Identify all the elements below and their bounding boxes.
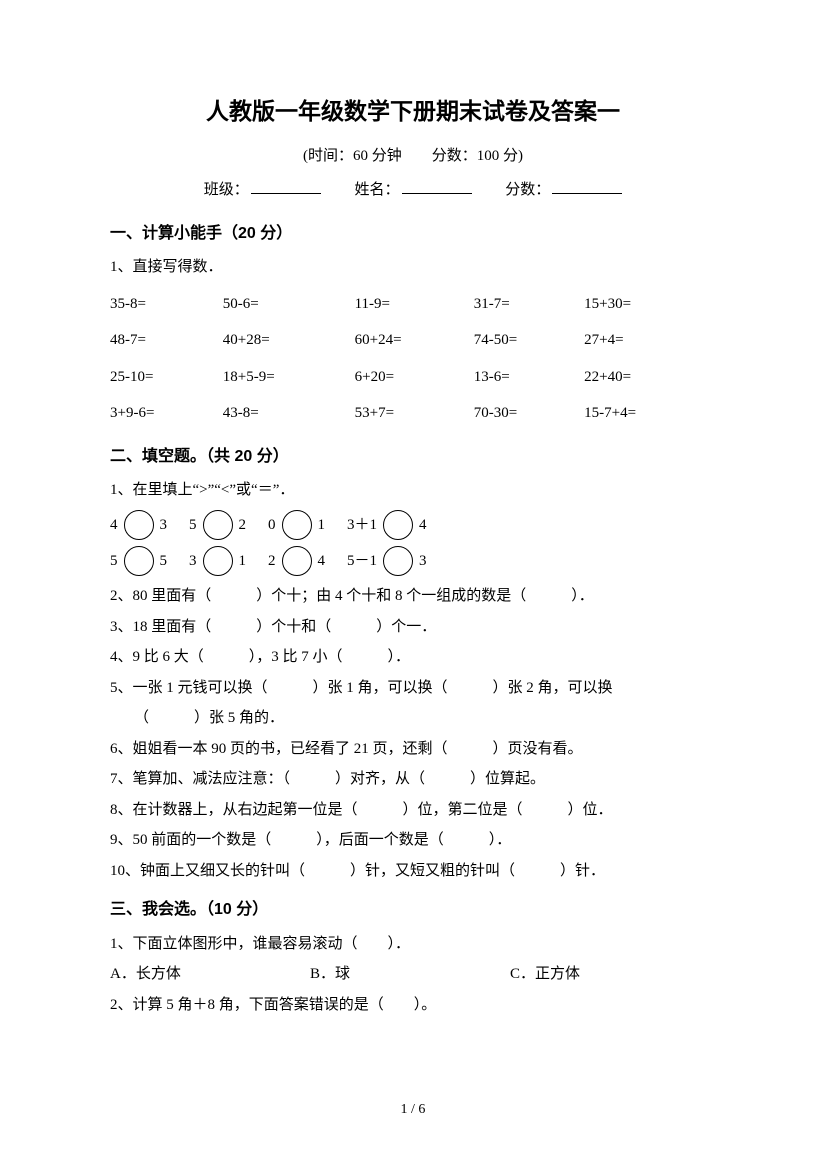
compare-item: 01 [268, 510, 325, 540]
opt-b: B．球 [310, 960, 510, 989]
compare-right: 4 [318, 547, 326, 576]
compare-right: 1 [318, 511, 326, 540]
calc-cell: 74-50= [474, 322, 584, 359]
opt-a: A．长方体 [110, 960, 310, 989]
calc-cell: 3+9-6= [110, 395, 223, 432]
compare-circle[interactable] [124, 510, 154, 540]
calc-cell: 27+4= [584, 322, 716, 359]
calc-row: 48-7=40+28=60+24=74-50=27+4= [110, 322, 716, 359]
calc-table: 35-8=50-6=11-9=31-7=15+30=48-7=40+28=60+… [110, 286, 716, 432]
calc-cell: 50-6= [223, 286, 355, 323]
compare-left: 3 [189, 547, 197, 576]
section-3-header: 三、我会选。（10 分） [110, 895, 716, 925]
compare-right: 2 [239, 511, 247, 540]
class-blank[interactable] [251, 179, 321, 194]
compare-item: 3＋1 4 [347, 510, 427, 540]
calc-cell: 60+24= [355, 322, 474, 359]
calc-cell: 70-30= [474, 395, 584, 432]
s2-q10: 10、钟面上又细又长的针叫（ ）针，又短又粗的针叫（ ）针． [110, 857, 716, 886]
compare-right: 1 [239, 547, 247, 576]
compare-left: 5－1 [347, 547, 377, 576]
section-2-header: 二、填空题。（共 20 分） [110, 442, 716, 472]
s2-q7: 7、笔算加、减法应注意：（ ）对齐，从（ ）位算起。 [110, 765, 716, 794]
compare-left: 0 [268, 511, 276, 540]
compare-circle[interactable] [203, 546, 233, 576]
info-line: 班级： 姓名： 分数： [110, 176, 716, 205]
calc-cell: 15-7+4= [584, 395, 716, 432]
page-number: 1 / 6 [0, 1097, 826, 1124]
s3-q1-options: A．长方体 B．球 C．正方体 [110, 960, 716, 989]
compare-item: 52 [189, 510, 246, 540]
calc-cell: 18+5-9= [223, 359, 355, 396]
compare-item: 31 [189, 546, 246, 576]
score-label: 分数： [505, 182, 550, 198]
score-blank[interactable] [552, 179, 622, 194]
calc-cell: 25-10= [110, 359, 223, 396]
compare-item: 55 [110, 546, 167, 576]
compare-left: 5 [189, 511, 197, 540]
exam-title: 人教版一年级数学下册期末试卷及答案一 [110, 90, 716, 134]
calc-row: 35-8=50-6=11-9=31-7=15+30= [110, 286, 716, 323]
calc-cell: 31-7= [474, 286, 584, 323]
s2-q6: 6、姐姐看一本 90 页的书，已经看了 21 页，还剩（ ）页没有看。 [110, 735, 716, 764]
s1-q1: 1、直接写得数． [110, 253, 716, 282]
compare-left: 4 [110, 511, 118, 540]
compare-row-2: 5531245－13 [110, 546, 716, 576]
compare-circle[interactable] [282, 510, 312, 540]
compare-circle[interactable] [203, 510, 233, 540]
compare-circle[interactable] [282, 546, 312, 576]
calc-cell: 35-8= [110, 286, 223, 323]
section-1-header: 一、计算小能手（20 分） [110, 219, 716, 249]
s2-q3: 3、18 里面有（ ）个十和（ ）个一． [110, 613, 716, 642]
name-blank[interactable] [402, 179, 472, 194]
exam-subtitle: (时间：60 分钟 分数：100 分) [110, 142, 716, 171]
compare-circle[interactable] [383, 546, 413, 576]
s2-q1: 1、在里填上“>”“<”或“＝”． [110, 476, 716, 505]
compare-right: 5 [160, 547, 168, 576]
calc-cell: 11-9= [355, 286, 474, 323]
calc-cell: 43-8= [223, 395, 355, 432]
calc-cell: 53+7= [355, 395, 474, 432]
s3-q1: 1、下面立体图形中，谁最容易滚动（ ）． [110, 930, 716, 959]
calc-row: 25-10=18+5-9=6+20=13-6=22+40= [110, 359, 716, 396]
compare-right: 4 [419, 511, 427, 540]
compare-left: 2 [268, 547, 276, 576]
compare-item: 43 [110, 510, 167, 540]
calc-cell: 6+20= [355, 359, 474, 396]
compare-left: 3＋1 [347, 511, 377, 540]
calc-cell: 13-6= [474, 359, 584, 396]
s3-q2: 2、计算 5 角＋8 角，下面答案错误的是（ ）。 [110, 991, 716, 1020]
compare-item: 24 [268, 546, 325, 576]
calc-cell: 40+28= [223, 322, 355, 359]
name-label: 姓名： [354, 182, 399, 198]
s2-q5b: （ ）张 5 角的． [110, 704, 716, 733]
compare-right: 3 [419, 547, 427, 576]
s2-q4: 4、9 比 6 大（ ），3 比 7 小（ ）． [110, 643, 716, 672]
compare-row-1: 4352013＋14 [110, 510, 716, 540]
compare-circle[interactable] [124, 546, 154, 576]
s2-q9: 9、50 前面的一个数是（ ），后面一个数是（ ）． [110, 826, 716, 855]
calc-cell: 48-7= [110, 322, 223, 359]
compare-circle[interactable] [383, 510, 413, 540]
compare-left: 5 [110, 547, 118, 576]
compare-item: 5－1 3 [347, 546, 427, 576]
opt-c: C．正方体 [510, 960, 710, 989]
compare-right: 3 [160, 511, 168, 540]
s2-q8: 8、在计数器上，从右边起第一位是（ ）位，第二位是（ ）位． [110, 796, 716, 825]
s2-q5a: 5、一张 1 元钱可以换（ ）张 1 角，可以换（ ）张 2 角，可以换 [110, 674, 716, 703]
class-label: 班级： [204, 182, 249, 198]
calc-row: 3+9-6=43-8=53+7=70-30=15-7+4= [110, 395, 716, 432]
calc-cell: 15+30= [584, 286, 716, 323]
calc-cell: 22+40= [584, 359, 716, 396]
s2-q2: 2、80 里面有（ ）个十；由 4 个十和 8 个一组成的数是（ ）． [110, 582, 716, 611]
